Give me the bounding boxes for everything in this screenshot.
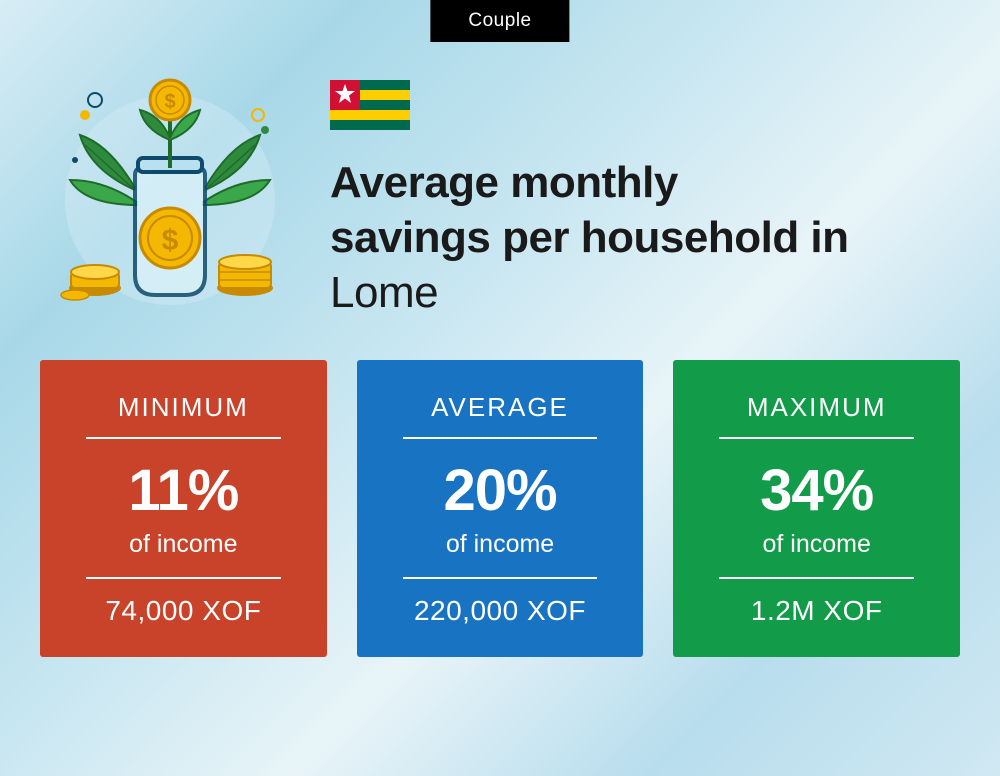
title-line-2: savings per household in xyxy=(330,213,849,262)
title-line-1: Average monthly xyxy=(330,158,678,207)
divider xyxy=(403,437,598,439)
coin-stack-left xyxy=(61,265,121,300)
divider xyxy=(719,437,914,439)
card-percent: 11% xyxy=(68,457,299,524)
category-badge: Couple xyxy=(430,0,569,42)
card-percent: 34% xyxy=(701,457,932,524)
card-sub: of income xyxy=(68,530,299,559)
card-label: MAXIMUM xyxy=(701,392,932,423)
togo-flag-icon xyxy=(330,80,410,130)
card-sub: of income xyxy=(701,530,932,559)
title-city: Lome xyxy=(330,268,438,317)
svg-text:$: $ xyxy=(162,224,179,257)
stat-card-minimum: MINIMUM 11% of income 74,000 XOF xyxy=(40,360,327,657)
divider xyxy=(86,577,281,579)
page-title: Average monthly savings per household in… xyxy=(330,155,960,320)
card-amount: 1.2M XOF xyxy=(701,595,932,627)
divider xyxy=(719,577,914,579)
svg-text:$: $ xyxy=(164,91,175,113)
stat-card-average: AVERAGE 20% of income 220,000 XOF xyxy=(357,360,644,657)
stat-card-maximum: MAXIMUM 34% of income 1.2M XOF xyxy=(673,360,960,657)
coin-stack-right xyxy=(217,255,273,296)
savings-jar: $ xyxy=(135,158,205,295)
card-amount: 220,000 XOF xyxy=(385,595,616,627)
savings-illustration: $ $ xyxy=(40,60,300,320)
card-sub: of income xyxy=(385,530,616,559)
card-amount: 74,000 XOF xyxy=(68,595,299,627)
card-percent: 20% xyxy=(385,457,616,524)
title-block: Average monthly savings per household in… xyxy=(330,60,960,320)
card-label: MINIMUM xyxy=(68,392,299,423)
divider xyxy=(403,577,598,579)
header-section: $ $ Average monthly savings per househol… xyxy=(0,0,1000,320)
stat-cards-row: MINIMUM 11% of income 74,000 XOF AVERAGE… xyxy=(0,320,1000,697)
divider xyxy=(86,437,281,439)
card-label: AVERAGE xyxy=(385,392,616,423)
